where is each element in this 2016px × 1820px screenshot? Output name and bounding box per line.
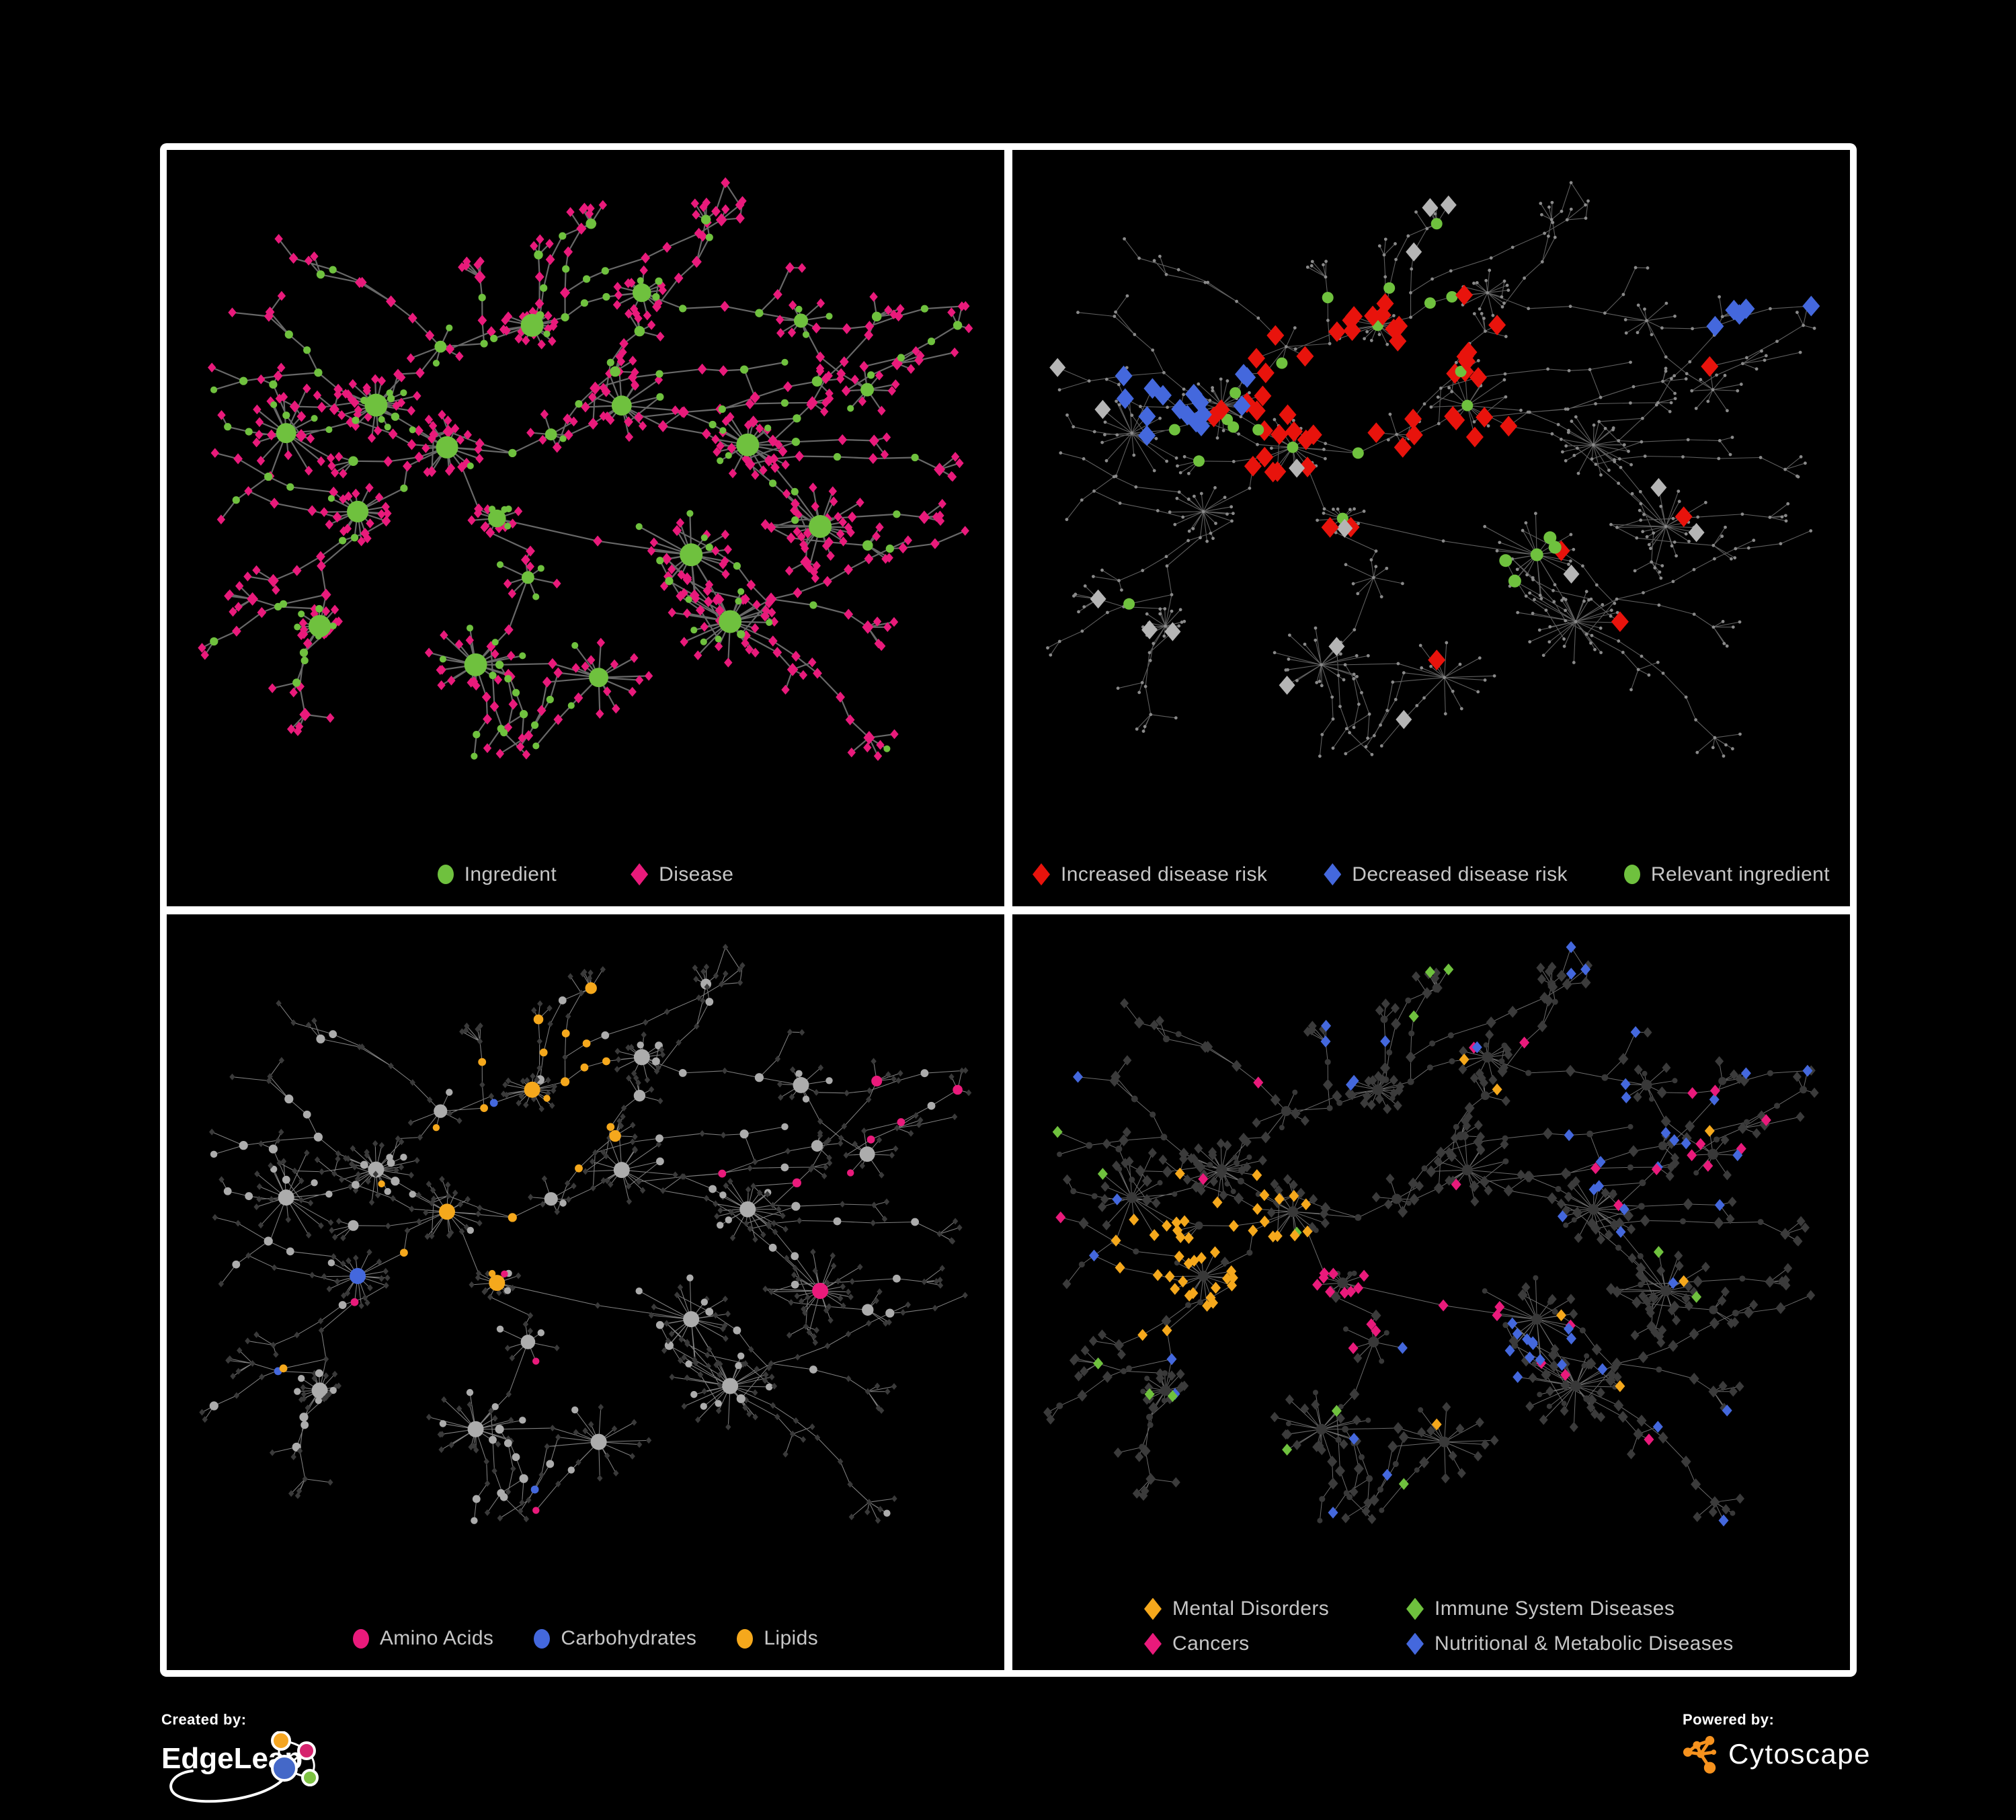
legend-label: Lipids (764, 1627, 819, 1649)
legend-label: Decreased disease risk (1352, 863, 1568, 885)
diamond-marker-icon (1406, 1597, 1424, 1620)
legend-item-relevant-ingredient: Relevant ingredient (1623, 863, 1830, 886)
cytoscape-logo-icon (1683, 1736, 1717, 1774)
panel-disease-risk: Increased disease risk Decreased disease … (1012, 150, 1850, 906)
circle-marker-icon (534, 1628, 551, 1649)
network-disease-classes (1043, 941, 1819, 1526)
diamond-marker-icon (631, 863, 649, 885)
legend-item-carbohydrates: Carbohydrates (534, 1627, 696, 1650)
created-by-label: Created by: (161, 1711, 247, 1728)
edgeleap-node-pink (297, 1741, 316, 1760)
diamond-marker-icon (1406, 1632, 1424, 1655)
legend-label: Carbohydrates (561, 1627, 697, 1649)
legend-label: Cancers (1172, 1632, 1250, 1655)
edgeleap-node-green (301, 1769, 319, 1786)
panel-nutrient-classes: Amino Acids Carbohydrates Lipids (167, 914, 1004, 1670)
legend-label: Mental Disorders (1172, 1597, 1330, 1620)
network-nutrient-classes (199, 943, 972, 1524)
edgeleap-node-orange (271, 1731, 291, 1751)
legend-item-mental-disorders: Mental Disorders (1144, 1597, 1390, 1620)
diamond-marker-icon (1033, 863, 1050, 885)
cytoscape-logo: Cytoscape (1683, 1734, 1871, 1774)
legend-nutrient-classes: Amino Acids Carbohydrates Lipids (167, 1627, 1004, 1650)
legend-label: Relevant ingredient (1650, 863, 1830, 885)
panel-grid: Ingredient Disease Increased disease risk… (160, 143, 1857, 1677)
legend-item-increased-disease-risk: Increased disease risk (1033, 863, 1267, 886)
edgeleap-logo-icon (169, 1731, 319, 1803)
legend-item-amino-acids: Amino Acids (352, 1627, 494, 1650)
legend-ingredient-disease: Ingredient Disease (167, 863, 1004, 886)
diamond-marker-icon (1144, 1597, 1162, 1620)
legend-item-decreased-disease-risk: Decreased disease risk (1324, 863, 1568, 886)
legend-item-ingredient: Ingredient (437, 863, 557, 886)
legend-label: Nutritional & Metabolic Diseases (1435, 1632, 1734, 1655)
edgeleap-logo: EdgeLeap (161, 1731, 484, 1819)
circle-marker-icon (352, 1628, 369, 1649)
legend-label: Ingredient (464, 863, 557, 885)
legend-item-disease: Disease (631, 863, 733, 886)
powered-by-block: Powered by: Cytoscape (1683, 1711, 1871, 1774)
legend-disease-risk: Increased disease risk Decreased disease … (1012, 863, 1850, 886)
network-ingredient-disease (198, 177, 973, 761)
legend-item-cancers: Cancers (1144, 1632, 1390, 1655)
panel-ingredient-disease: Ingredient Disease (167, 150, 1004, 906)
legend-label: Immune System Diseases (1435, 1597, 1675, 1620)
diamond-marker-icon (1324, 863, 1342, 885)
cytoscape-logo-text: Cytoscape (1728, 1738, 1871, 1770)
legend-label: Amino Acids (379, 1627, 494, 1649)
legend-label: Increased disease risk (1061, 863, 1268, 885)
legend-item-lipids: Lipids (737, 1627, 818, 1650)
legend-label: Disease (659, 863, 734, 885)
circle-marker-icon (1623, 865, 1640, 884)
powered-by-label: Powered by: (1683, 1711, 1775, 1728)
legend-disease-classes: Mental Disorders Immune System Diseases Ca… (1144, 1597, 1734, 1655)
legend-item-nutritional-metabolic-diseases: Nutritional & Metabolic Diseases (1406, 1632, 1734, 1655)
edgeleap-node-blue (271, 1755, 298, 1782)
network-disease-risk (1046, 181, 1820, 758)
created-by-block: Created by: EdgeLeap (161, 1711, 484, 1819)
diamond-marker-icon (1144, 1632, 1162, 1655)
legend-item-immune-system-diseases: Immune System Diseases (1406, 1597, 1734, 1620)
circle-marker-icon (737, 1628, 754, 1649)
circle-marker-icon (437, 865, 454, 884)
panel-disease-classes: Mental Disorders Immune System Diseases Ca… (1012, 914, 1850, 1670)
